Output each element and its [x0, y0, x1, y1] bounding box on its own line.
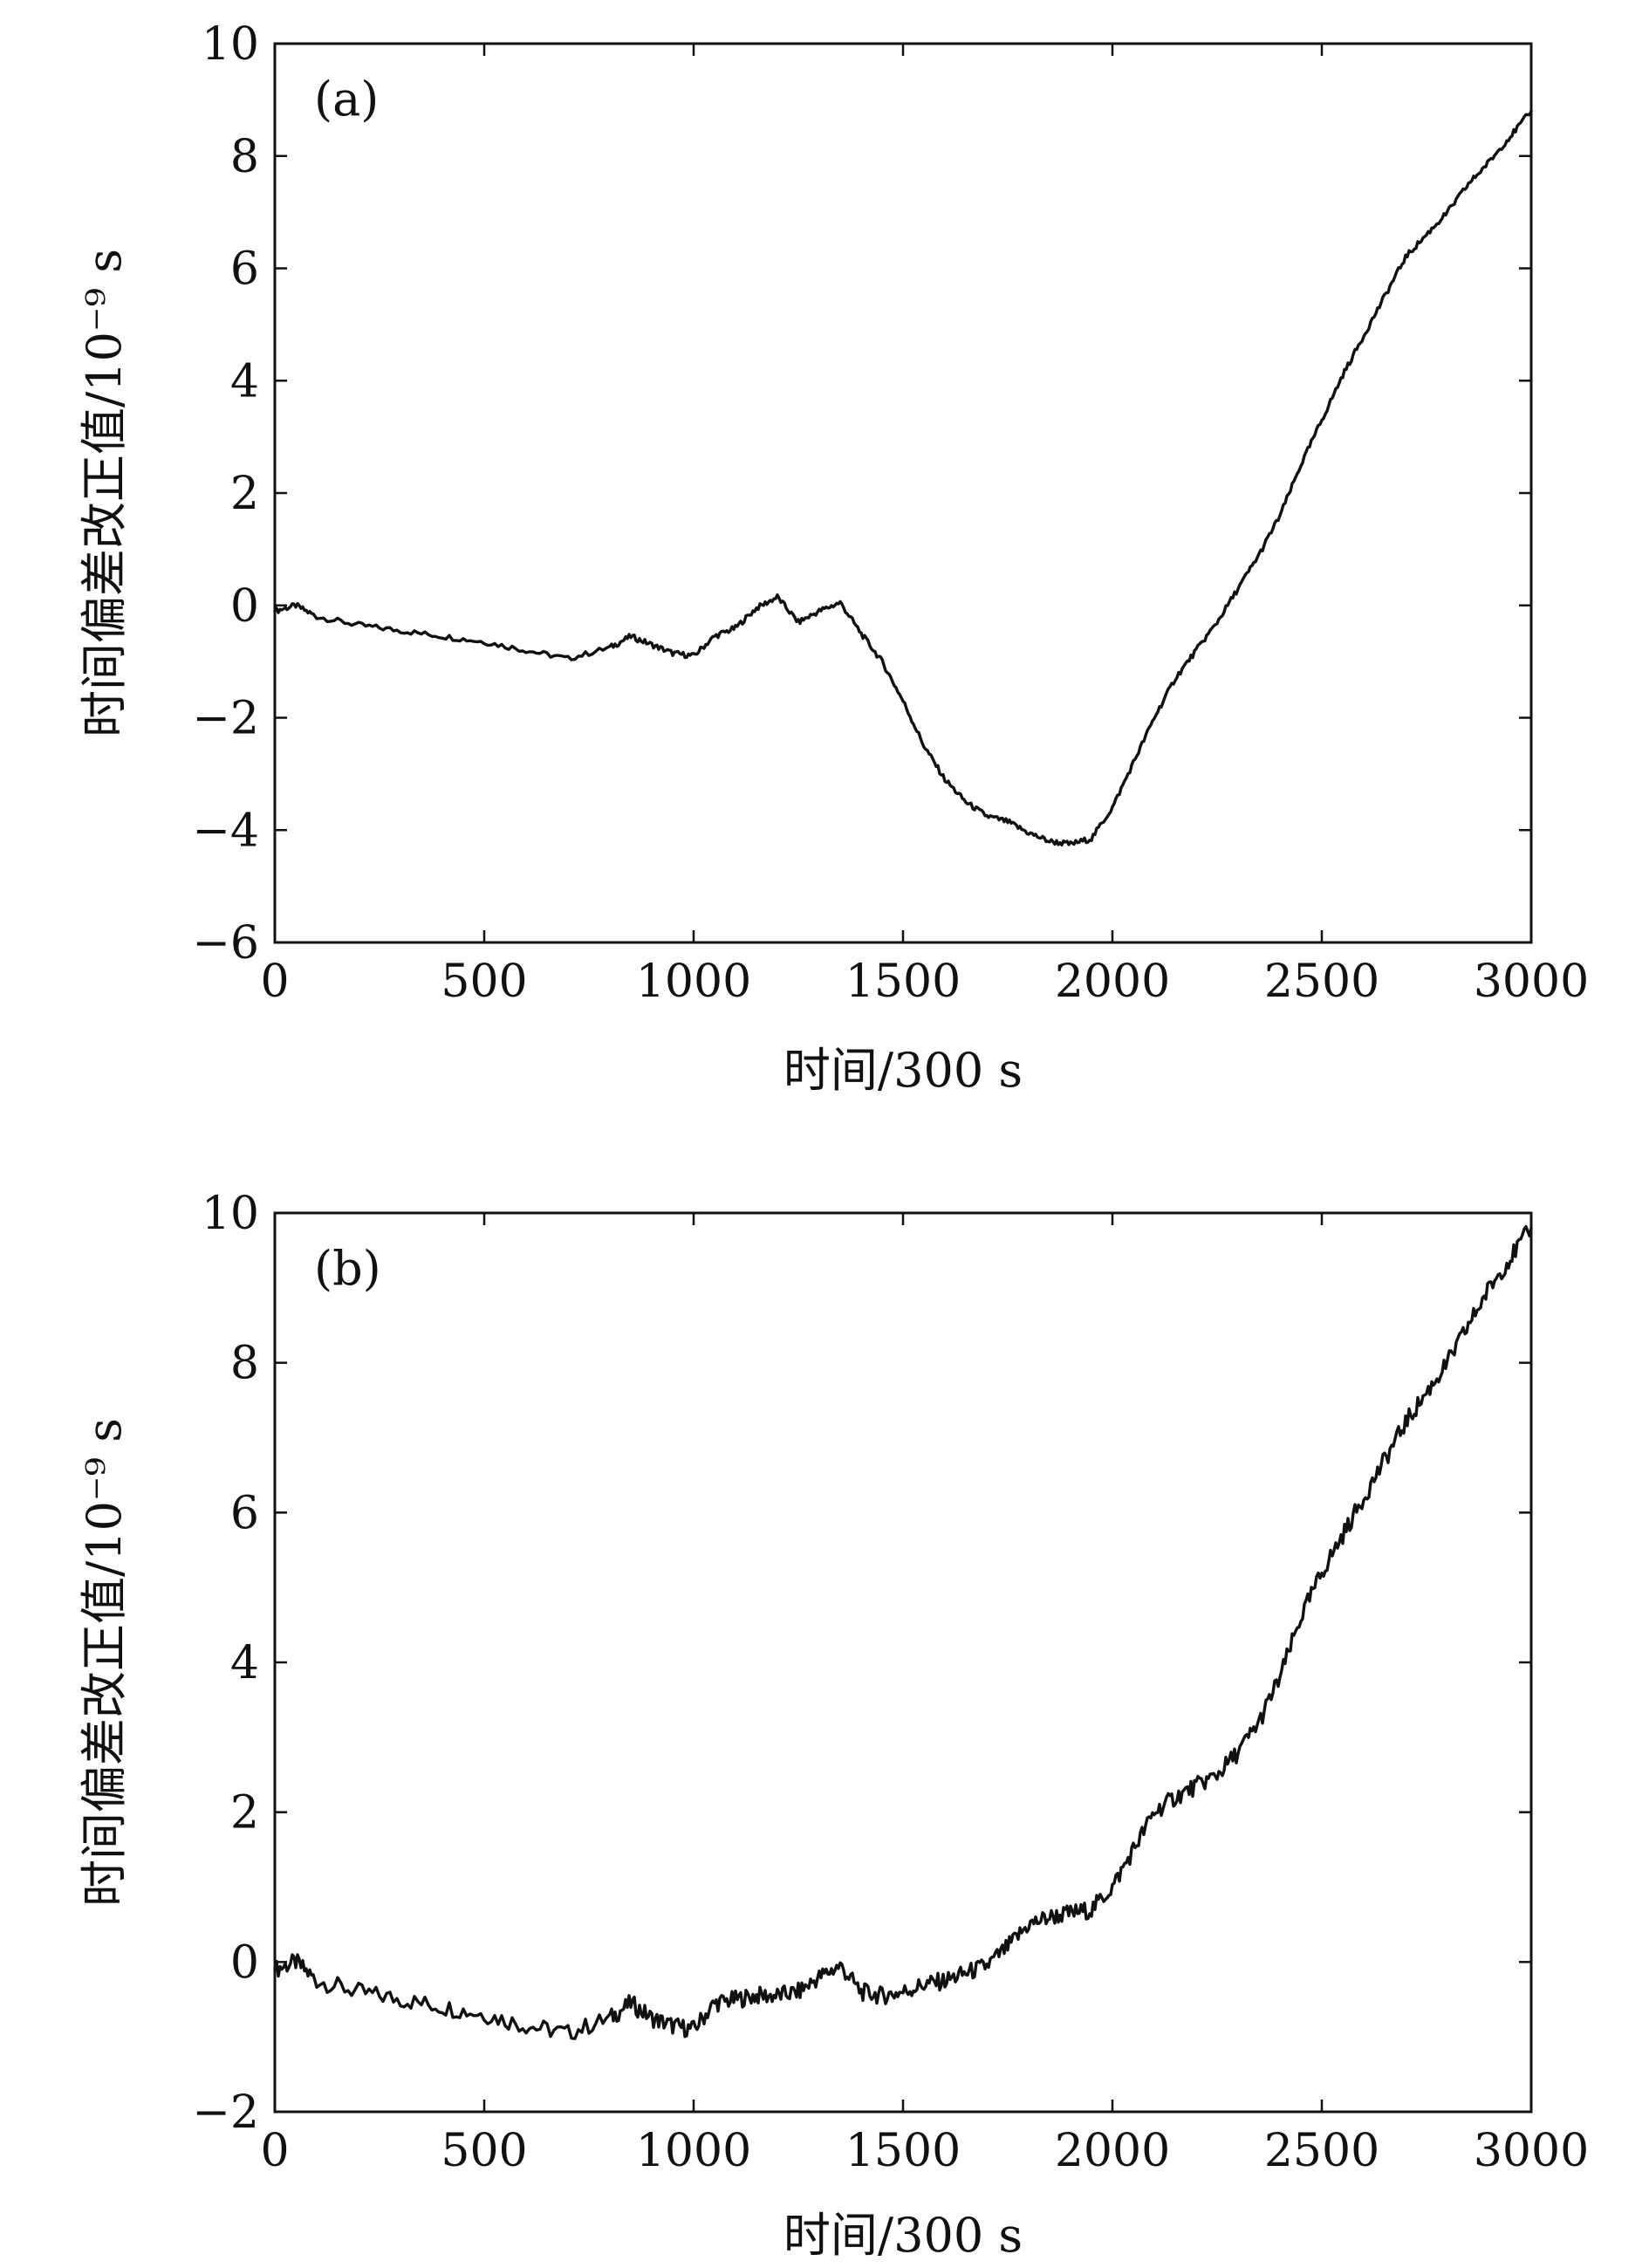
y-ticks-b: −2 0 2 4 6 8 10: [192, 1188, 1531, 2139]
x-tick-label-a-5: 2500: [1264, 956, 1379, 1008]
y-tick-label-a-5: 4: [230, 355, 259, 408]
x-tick-label-b-2: 1000: [636, 2125, 751, 2177]
x-tick-label-b-5: 2500: [1264, 2125, 1379, 2177]
x-ticks-b: 0 500 1000 1500 2000 2500 3000: [260, 1213, 1589, 2177]
x-tick-label-b-3: 1500: [845, 2125, 961, 2177]
x-tick-label-b-6: 3000: [1474, 2125, 1589, 2177]
y-tick-label-b-2: 2: [230, 1787, 259, 1840]
y-tick-label-a-1: −4: [192, 805, 259, 857]
series-line-b: [273, 1224, 1533, 2040]
x-tick-label-a-0: 0: [260, 956, 289, 1008]
y-tick-label-a-6: 6: [230, 243, 259, 296]
y-tick-label-a-2: −2: [192, 693, 259, 745]
x-tick-label-a-3: 1500: [845, 956, 961, 1008]
series-line-a: [273, 109, 1533, 846]
panel-a: 0 500 1000 1500 2000 2500 3000 −6 −4 −2 0 2 4 6 8 10 (…: [77, 18, 1589, 1098]
y-tick-label-a-3: 0: [230, 580, 259, 633]
x-tick-label-b-0: 0: [260, 2125, 289, 2177]
x-tick-label-a-6: 3000: [1474, 956, 1589, 1008]
y-axis-title-a: 时间偏差改正值/10⁻⁹ s: [77, 249, 132, 737]
x-tick-label-b-1: 500: [441, 2125, 527, 2177]
x-tick-label-b-4: 2000: [1055, 2125, 1170, 2177]
y-tick-label-b-0: −2: [192, 2086, 259, 2139]
y-tick-label-a-0: −6: [192, 917, 259, 970]
y-tick-label-b-3: 4: [230, 1637, 259, 1689]
panel-label-b: (b): [314, 1241, 381, 1296]
y-ticks-a: −6 −4 −2 0 2 4 6 8 10: [192, 18, 1531, 970]
x-axis-title-b: 时间/300 s: [783, 2208, 1023, 2263]
x-axis-title-a: 时间/300 s: [783, 1043, 1023, 1098]
y-tick-label-b-5: 8: [230, 1338, 259, 1390]
x-tick-label-a-4: 2000: [1055, 956, 1170, 1008]
y-tick-label-b-4: 6: [230, 1487, 259, 1539]
y-tick-label-b-6: 10: [202, 1188, 259, 1240]
x-tick-label-a-2: 1000: [636, 956, 751, 1008]
panel-label-a: (a): [314, 72, 379, 127]
x-ticks-a: 0 500 1000 1500 2000 2500 3000: [260, 44, 1589, 1008]
y-tick-label-b-1: 0: [230, 1936, 259, 1989]
y-tick-label-a-8: 10: [202, 18, 259, 71]
y-tick-label-a-7: 8: [230, 131, 259, 183]
y-axis-title-b: 时间偏差改正值/10⁻⁹ s: [77, 1418, 132, 1907]
x-tick-label-a-1: 500: [441, 956, 527, 1008]
y-tick-label-a-4: 2: [230, 468, 259, 520]
